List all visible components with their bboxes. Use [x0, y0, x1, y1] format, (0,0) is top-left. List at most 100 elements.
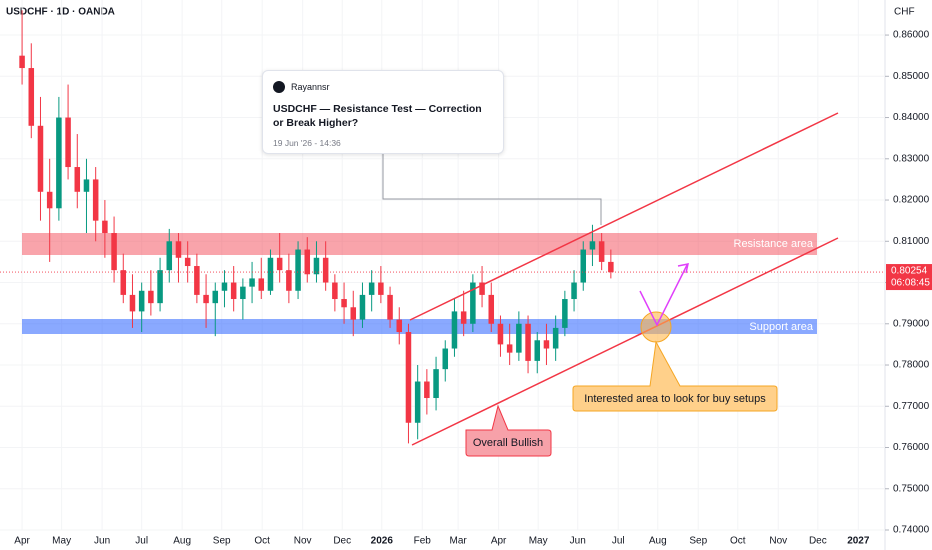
- candle-body: [589, 241, 596, 250]
- buy-zone: [640, 311, 672, 343]
- x-tick-label: Aug: [173, 536, 191, 547]
- idea-card[interactable]: Rayannsr USDCHF — Resistance Test — Corr…: [262, 70, 504, 154]
- x-tick-label: 2026: [371, 536, 394, 547]
- candle-body: [350, 307, 357, 320]
- candle-body: [276, 257, 283, 271]
- candle-body: [598, 241, 605, 262]
- candle-body: [267, 257, 274, 291]
- candle-body: [424, 381, 430, 399]
- candle-body: [405, 332, 412, 423]
- x-tick-label: Aug: [649, 536, 667, 547]
- candle-body: [194, 266, 200, 295]
- candle-body: [543, 340, 550, 349]
- candle-body: [571, 282, 577, 300]
- x-tick-label: Sep: [689, 536, 707, 547]
- y-tick-label: 0.75000: [893, 483, 930, 494]
- x-tick-label: 2027: [847, 536, 870, 547]
- candle-body: [608, 261, 614, 273]
- y-tick-label: 0.84000: [893, 112, 930, 123]
- last-price-label: 0.80254: [891, 266, 928, 277]
- candle-body: [359, 294, 366, 320]
- symbol-title: USDCHF · 1D · OANDA: [6, 7, 115, 18]
- y-tick-label: 0.81000: [893, 236, 930, 247]
- candle-body: [304, 249, 311, 275]
- candle-body: [378, 282, 384, 295]
- candle-body: [442, 348, 449, 370]
- projection-arrow: [639, 264, 688, 327]
- candle-body: [148, 290, 154, 304]
- buy-label: Interested area to look for buy setups: [584, 393, 766, 405]
- y-tick-label: 0.82000: [893, 195, 930, 206]
- bullish-label: Overall Bullish: [473, 437, 543, 449]
- candle-body: [65, 117, 71, 168]
- y-tick-label: 0.77000: [893, 401, 930, 412]
- candle-body: [368, 282, 375, 295]
- candle-body: [184, 257, 191, 267]
- candle-body: [580, 249, 587, 283]
- candle-body: [249, 278, 255, 287]
- candle-body: [516, 323, 522, 353]
- candle-body: [534, 340, 541, 361]
- candle-body: [221, 282, 228, 291]
- candle-body: [120, 270, 127, 295]
- y-tick-label: 0.76000: [893, 442, 930, 453]
- candle-body: [322, 257, 329, 283]
- x-tick-label: Jun: [570, 536, 586, 547]
- candle-body: [506, 344, 513, 353]
- x-tick-label: Jul: [612, 536, 625, 547]
- last-price-box: [886, 264, 932, 291]
- idea-date: 19 Jun '26 - 14:36: [273, 138, 341, 148]
- zone: [22, 319, 817, 334]
- author: Rayannsr: [291, 82, 330, 92]
- idea-title: USDCHF — Resistance Test — Correction or…: [273, 103, 482, 129]
- x-tick-label: Mar: [450, 536, 468, 547]
- candle-body: [230, 282, 237, 300]
- candle-body: [111, 233, 117, 271]
- x-tick-label: Oct: [254, 536, 270, 547]
- candle-body: [56, 117, 62, 209]
- candle-body: [212, 290, 219, 304]
- candle-body: [28, 68, 35, 126]
- x-tick-label: Feb: [414, 536, 432, 547]
- x-tick-label: Jun: [94, 536, 110, 547]
- candle-body: [166, 241, 173, 271]
- candle-body: [286, 270, 292, 291]
- channel-upper: [409, 112, 839, 321]
- bullish-callout: [465, 404, 552, 457]
- candle-body: [562, 299, 568, 328]
- candle-body: [479, 282, 485, 295]
- zone: [22, 233, 817, 255]
- arrow-head: [677, 263, 689, 274]
- y-tick-label: 0.74000: [893, 525, 930, 536]
- candle-body: [396, 319, 403, 333]
- candle-body: [488, 294, 495, 324]
- resistance-label: Resistance area: [734, 238, 814, 250]
- candle-body: [470, 282, 476, 324]
- x-tick-label: Nov: [294, 536, 312, 547]
- candle-body: [313, 257, 320, 275]
- x-tick-label: Apr: [491, 536, 507, 547]
- x-tick-label: Apr: [14, 536, 30, 547]
- buy-callout: [572, 340, 778, 412]
- candle-body: [387, 294, 393, 320]
- candle-body: [138, 290, 145, 312]
- x-tick-label: Nov: [769, 536, 787, 547]
- channel-lower: [411, 237, 839, 446]
- candle-body: [175, 241, 182, 258]
- x-tick-label: May: [52, 536, 71, 547]
- candle-body: [19, 55, 25, 69]
- x-tick-label: Oct: [730, 536, 746, 547]
- y-tick-label: 0.83000: [893, 153, 930, 164]
- candle-body: [433, 369, 439, 399]
- candle-body: [258, 278, 265, 291]
- candle-body: [240, 286, 246, 300]
- candle-body: [203, 294, 209, 304]
- x-tick-label: May: [529, 536, 548, 547]
- candle-body: [295, 249, 301, 291]
- candle-body: [46, 191, 53, 209]
- candle-body: [157, 270, 163, 304]
- candle-body: [414, 381, 421, 423]
- y-tick-label: 0.86000: [893, 30, 930, 41]
